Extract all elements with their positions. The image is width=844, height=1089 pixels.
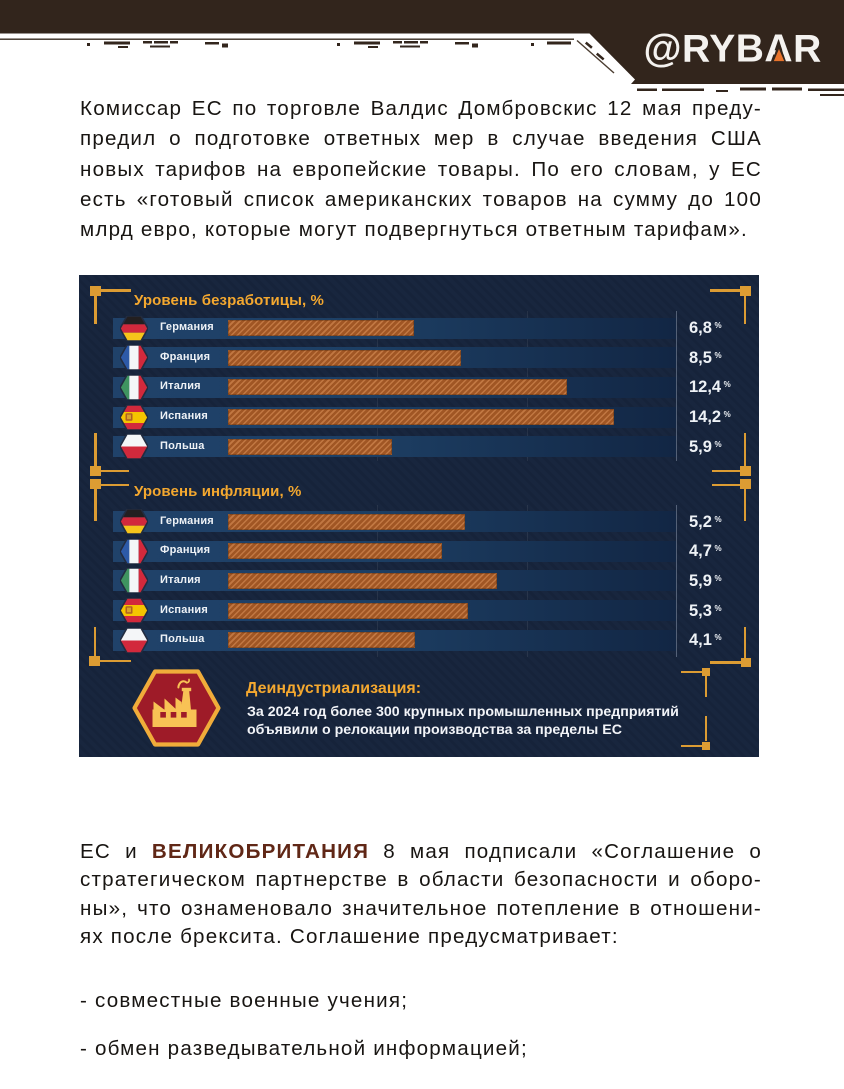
svg-text:@RYBAR: @RYBAR bbox=[644, 28, 822, 71]
